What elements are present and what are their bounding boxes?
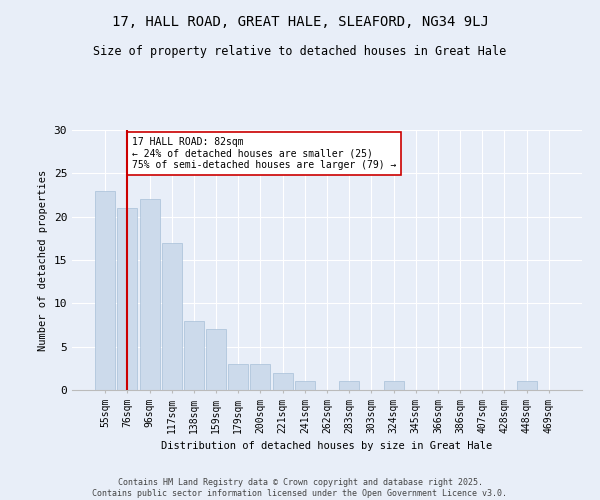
Text: 17, HALL ROAD, GREAT HALE, SLEAFORD, NG34 9LJ: 17, HALL ROAD, GREAT HALE, SLEAFORD, NG3… [112,15,488,29]
Bar [140,200,160,390]
Bar [517,382,536,390]
Bar [295,382,315,390]
Bar [184,320,204,390]
Bar [95,190,115,390]
Bar [339,382,359,390]
Text: Contains HM Land Registry data © Crown copyright and database right 2025.
Contai: Contains HM Land Registry data © Crown c… [92,478,508,498]
Text: Size of property relative to detached houses in Great Hale: Size of property relative to detached ho… [94,45,506,58]
X-axis label: Distribution of detached houses by size in Great Hale: Distribution of detached houses by size … [161,441,493,451]
Bar [228,364,248,390]
Bar [250,364,271,390]
Bar [383,382,404,390]
Bar [162,242,182,390]
Bar [272,372,293,390]
Text: 17 HALL ROAD: 82sqm
← 24% of detached houses are smaller (25)
75% of semi-detach: 17 HALL ROAD: 82sqm ← 24% of detached ho… [132,137,396,170]
Bar [206,330,226,390]
Y-axis label: Number of detached properties: Number of detached properties [38,170,48,350]
Bar [118,208,137,390]
